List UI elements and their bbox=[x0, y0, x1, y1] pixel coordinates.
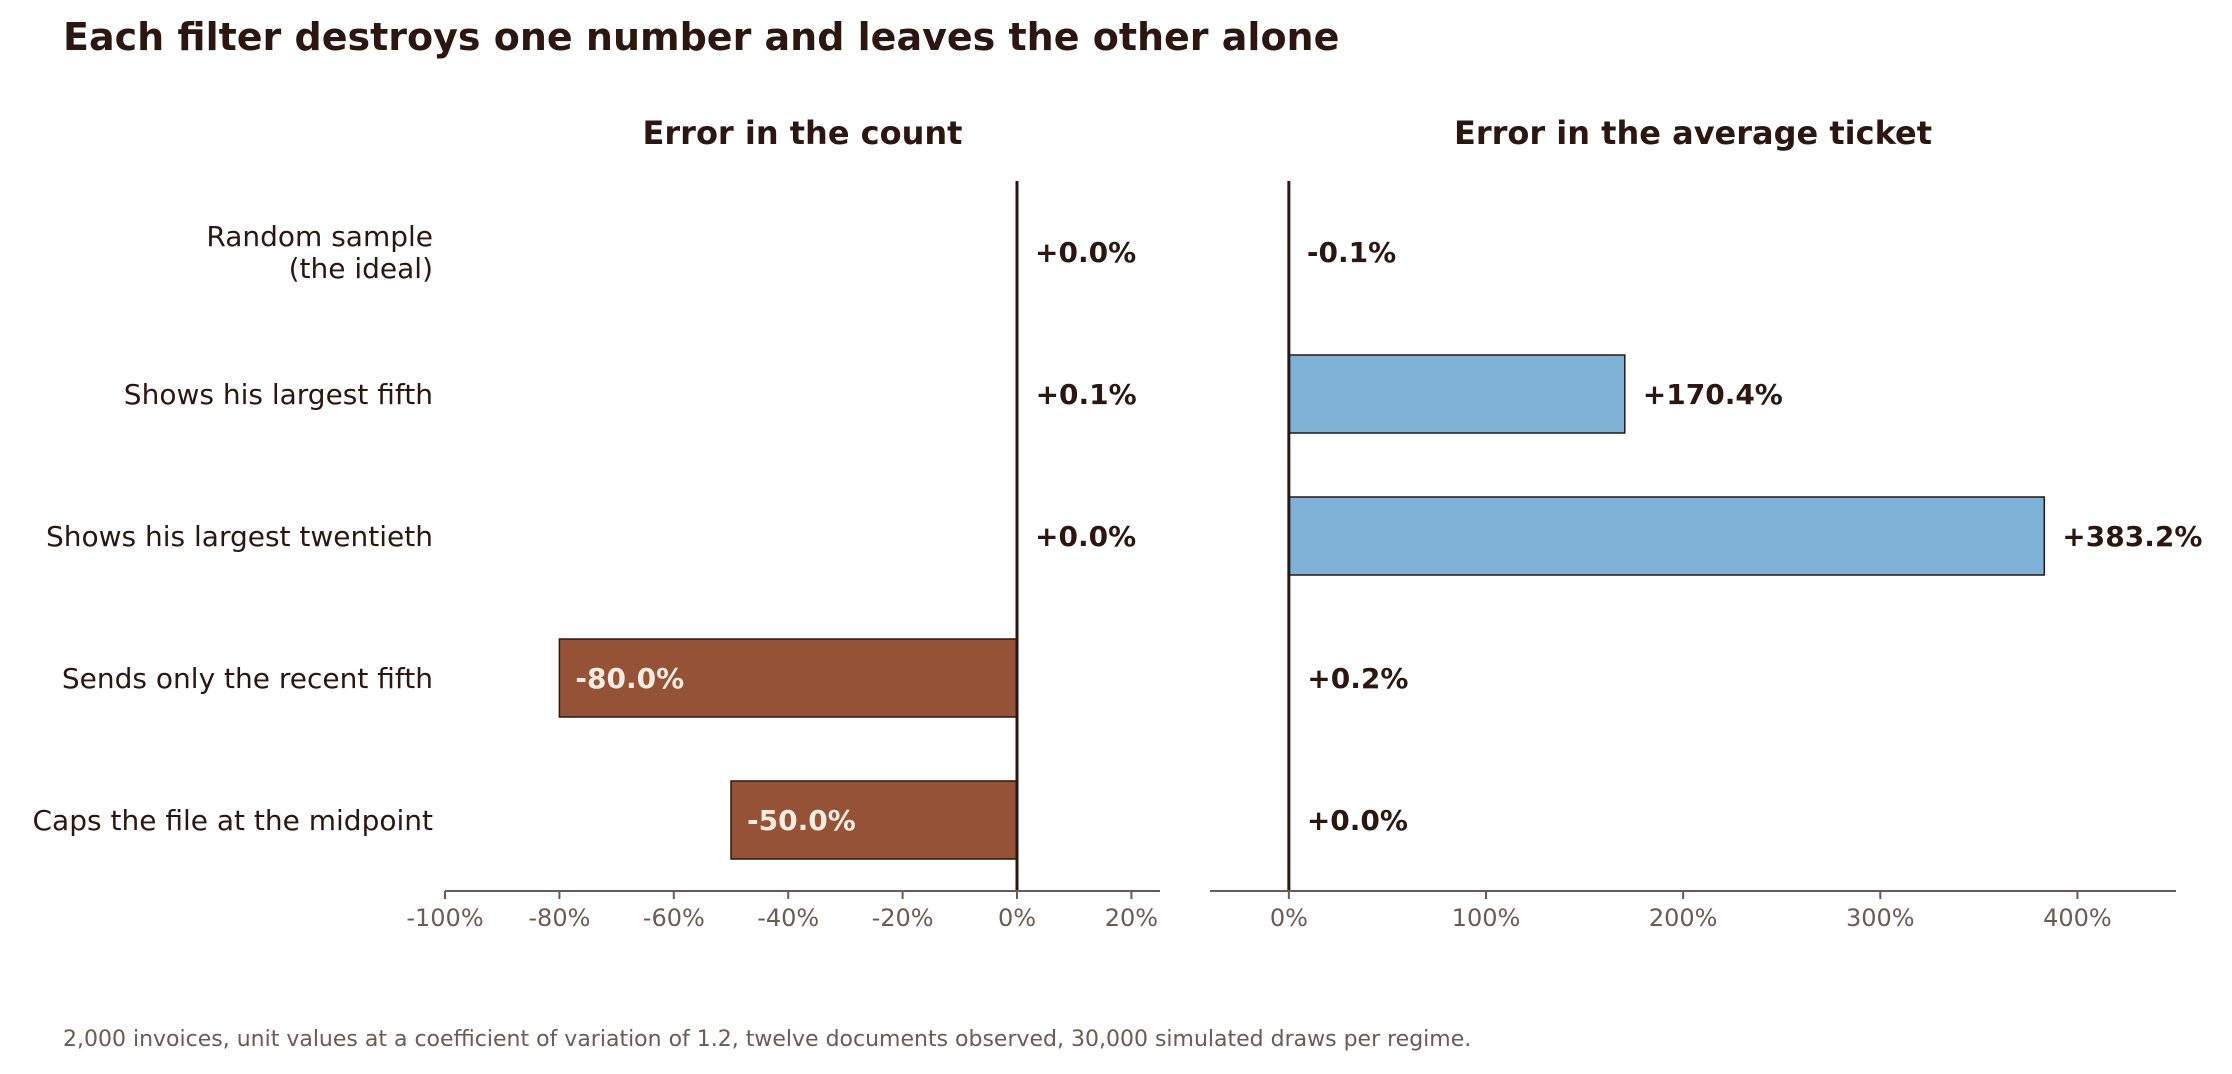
value-label: -0.1% bbox=[1307, 236, 1396, 269]
value-label: -50.0% bbox=[747, 804, 856, 837]
value-label: +0.0% bbox=[1035, 520, 1136, 553]
x-tick-label: 0% bbox=[998, 904, 1036, 932]
value-label: +383.2% bbox=[2062, 520, 2202, 553]
x-tick-label: 20% bbox=[1105, 904, 1158, 932]
value-label: +0.0% bbox=[1307, 804, 1408, 837]
category-label: Random sample (the ideal) bbox=[206, 220, 433, 285]
value-label: +170.4% bbox=[1643, 378, 1783, 411]
x-tick-label: 400% bbox=[2043, 904, 2112, 932]
panel-title: Error in the count bbox=[643, 114, 963, 152]
x-tick-label: -100% bbox=[406, 904, 483, 932]
x-tick-label: -60% bbox=[643, 904, 705, 932]
footnote: 2,000 invoices, unit values at a coeffic… bbox=[63, 1027, 1471, 1052]
category-label: Shows his largest twentieth bbox=[46, 520, 433, 553]
bar bbox=[730, 780, 1018, 860]
value-label: +0.2% bbox=[1307, 662, 1408, 695]
bar bbox=[1288, 496, 2046, 576]
x-tick-label: 300% bbox=[1846, 904, 1915, 932]
value-label: -80.0% bbox=[575, 662, 684, 695]
x-tick-label: 0% bbox=[1270, 904, 1308, 932]
x-tick-label: 100% bbox=[1452, 904, 1521, 932]
category-label: Caps the file at the midpoint bbox=[33, 804, 434, 837]
x-tick-label: -40% bbox=[757, 904, 819, 932]
panel-title: Error in the average ticket bbox=[1454, 114, 1932, 152]
value-label: +0.0% bbox=[1035, 236, 1136, 269]
category-label: Sends only the recent fifth bbox=[62, 662, 433, 695]
bar bbox=[558, 638, 1018, 718]
category-label: Shows his largest fifth bbox=[124, 378, 433, 411]
x-tick-label: -80% bbox=[528, 904, 590, 932]
value-label: +0.1% bbox=[1036, 378, 1137, 411]
bar bbox=[1288, 354, 1626, 434]
chart-title: Each filter destroys one number and leav… bbox=[63, 15, 1339, 59]
x-tick-label: -20% bbox=[872, 904, 934, 932]
x-tick-label: 200% bbox=[1649, 904, 1718, 932]
